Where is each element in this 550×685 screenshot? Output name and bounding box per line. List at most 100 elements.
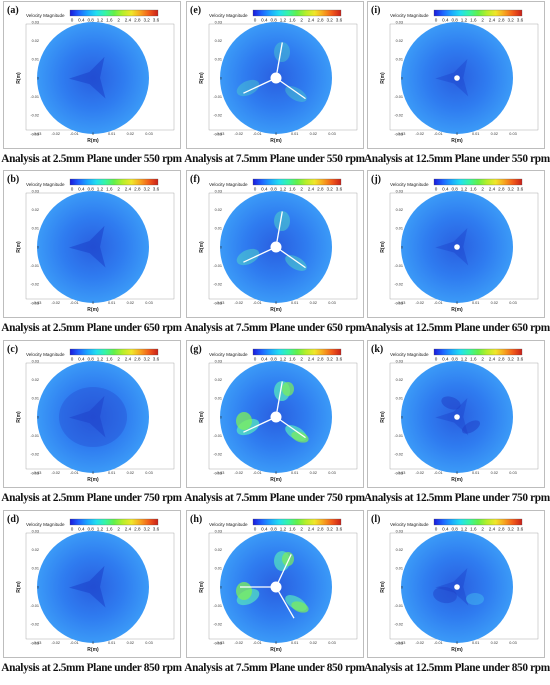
x-tick-label: 0 bbox=[92, 132, 94, 136]
x-tick-label: -0.01 bbox=[434, 471, 443, 475]
colorbar-tick: 2.4 bbox=[308, 357, 315, 362]
colorbar-tick: 1.6 bbox=[106, 187, 113, 192]
y-tick-label: -0.03 bbox=[30, 301, 39, 305]
colorbar-tick: 1.2 bbox=[280, 527, 287, 532]
x-tick-label: 0.02 bbox=[310, 641, 317, 645]
colorbar-tick: 2 bbox=[300, 357, 303, 362]
colorbar bbox=[69, 178, 159, 186]
y-tick-label: 0.03 bbox=[215, 359, 222, 363]
x-axis-label: R(m) bbox=[451, 477, 463, 483]
x-tick-label: -0.03 bbox=[397, 471, 406, 475]
y-tick-label: 0.03 bbox=[396, 189, 403, 193]
colorbar-tick: 0.4 bbox=[261, 357, 268, 362]
colorbar-tick: 0.4 bbox=[442, 527, 449, 532]
colorbar-tick: 0.4 bbox=[442, 187, 449, 192]
colorbar-title: Velocity Magnitude bbox=[390, 182, 429, 187]
x-tick-label: -0.01 bbox=[434, 641, 443, 645]
impeller-blade bbox=[275, 42, 283, 79]
y-tick-label: -0.01 bbox=[30, 434, 39, 438]
low-velocity-core bbox=[435, 398, 469, 436]
colorbar-tick: 0.4 bbox=[261, 527, 268, 532]
y-tick-label: 0.02 bbox=[215, 39, 222, 43]
velocity-region bbox=[274, 42, 290, 62]
colorbar-tick: 2.8 bbox=[498, 527, 505, 532]
colorbar-tick: 0 bbox=[435, 18, 438, 23]
contour-plot: (b) Velocity Magnitude 0 0.4 0.8 1.2 1.6 2 2.4 2.… bbox=[7, 174, 175, 313]
x-tick-label: 0.02 bbox=[127, 301, 134, 305]
colorbar-tick: 3.2 bbox=[143, 527, 150, 532]
colorbar-tick: 1.6 bbox=[289, 18, 296, 23]
contour-panel: (e) Velocity Magnitude 0 0.4 0.8 1.2 1.6 2 2.4 2.… bbox=[186, 1, 364, 149]
colorbar-tick: 1.2 bbox=[97, 187, 104, 192]
x-tick-label: -0.03 bbox=[33, 301, 42, 305]
colorbar-tick: 0.4 bbox=[78, 187, 85, 192]
x-tick-label: 0 bbox=[456, 471, 458, 475]
x-tick-label: -0.02 bbox=[415, 471, 424, 475]
colorbar-tick: 2.4 bbox=[308, 527, 315, 532]
y-tick-label: 0.02 bbox=[32, 208, 39, 212]
x-tick-label: 0.03 bbox=[509, 132, 516, 136]
colorbar-tick: 3.6 bbox=[336, 18, 343, 23]
velocity-region bbox=[236, 412, 252, 430]
y-tick-label: -0.01 bbox=[30, 264, 39, 268]
y-axis-label: R(m) bbox=[16, 72, 22, 84]
colorbar-tick: 2.8 bbox=[134, 18, 141, 23]
x-tick-label: -0.01 bbox=[70, 301, 79, 305]
impeller-blade bbox=[243, 246, 277, 263]
x-tick-label: 0.03 bbox=[509, 471, 516, 475]
x-axis-label: R(m) bbox=[270, 647, 282, 653]
y-tick-label: -0.02 bbox=[30, 283, 39, 287]
y-tick-label: 0.03 bbox=[396, 529, 403, 533]
colorbar bbox=[433, 348, 523, 356]
x-tick-label: -0.01 bbox=[434, 301, 443, 305]
y-tick-label: -0.03 bbox=[394, 471, 403, 475]
y-tick-label: 0 bbox=[401, 415, 403, 419]
colorbar-title: Velocity Magnitude bbox=[209, 13, 248, 18]
colorbar-tick: 3.6 bbox=[517, 18, 524, 23]
colorbar-tick: 2 bbox=[481, 187, 484, 192]
y-tick-label: -0.03 bbox=[394, 132, 403, 136]
y-tick-label: -0.02 bbox=[394, 114, 403, 118]
colorbar-tick: 3.6 bbox=[153, 527, 160, 532]
y-tick-label: -0.03 bbox=[213, 132, 222, 136]
x-tick-label: 0.01 bbox=[108, 301, 115, 305]
y-tick-label: 0.01 bbox=[396, 567, 403, 571]
y-tick-label: 0.01 bbox=[32, 58, 39, 62]
y-tick-label: -0.03 bbox=[213, 301, 222, 305]
colorbar-tick: 0.4 bbox=[442, 18, 449, 23]
contour-panel: (h) Velocity Magnitude 0 0.4 0.8 1.2 1.6 2 2.4 2.… bbox=[186, 510, 364, 658]
y-tick-label: 0 bbox=[220, 245, 222, 249]
y-axis-label: R(m) bbox=[16, 411, 22, 423]
impeller-blade bbox=[275, 554, 292, 588]
colorbar-tick: 0 bbox=[435, 357, 438, 362]
y-tick-label: 0 bbox=[401, 245, 403, 249]
y-tick-label: -0.01 bbox=[213, 434, 222, 438]
x-tick-label: 0 bbox=[275, 132, 277, 136]
y-tick-label: 0.02 bbox=[215, 378, 222, 382]
low-velocity-core bbox=[435, 568, 469, 606]
colorbar-tick: 3.2 bbox=[143, 18, 150, 23]
colorbar-tick: 2.4 bbox=[489, 527, 496, 532]
colorbar-tick: 3.6 bbox=[336, 357, 343, 362]
x-tick-label: -0.01 bbox=[253, 641, 262, 645]
x-tick-label: 0.03 bbox=[509, 641, 516, 645]
y-tick-label: 0.02 bbox=[396, 208, 403, 212]
colorbar-tick: 1.2 bbox=[461, 527, 468, 532]
contour-plot: (f) Velocity Magnitude 0 0.4 0.8 1.2 1.6 2 2.4 2.… bbox=[190, 174, 358, 313]
colorbar-tick: 3.6 bbox=[517, 527, 524, 532]
colorbar-tick: 2.8 bbox=[317, 187, 324, 192]
contour-panel: (f) Velocity Magnitude 0 0.4 0.8 1.2 1.6 2 2.4 2.… bbox=[186, 170, 364, 318]
colorbar-title: Velocity Magnitude bbox=[390, 352, 429, 357]
colorbar-tick: 3.6 bbox=[517, 357, 524, 362]
colorbar-tick: 0 bbox=[254, 527, 257, 532]
x-tick-label: 0.02 bbox=[310, 471, 317, 475]
y-tick-label: -0.02 bbox=[213, 453, 222, 457]
colorbar-tick: 1.6 bbox=[470, 357, 477, 362]
y-tick-label: 0.01 bbox=[215, 567, 222, 571]
colorbar-tick: 2.8 bbox=[134, 527, 141, 532]
y-tick-label: 0.03 bbox=[32, 20, 39, 24]
x-tick-label: 0.03 bbox=[509, 301, 516, 305]
colorbar-title: Velocity Magnitude bbox=[26, 182, 65, 187]
x-axis-label: R(m) bbox=[451, 647, 463, 653]
